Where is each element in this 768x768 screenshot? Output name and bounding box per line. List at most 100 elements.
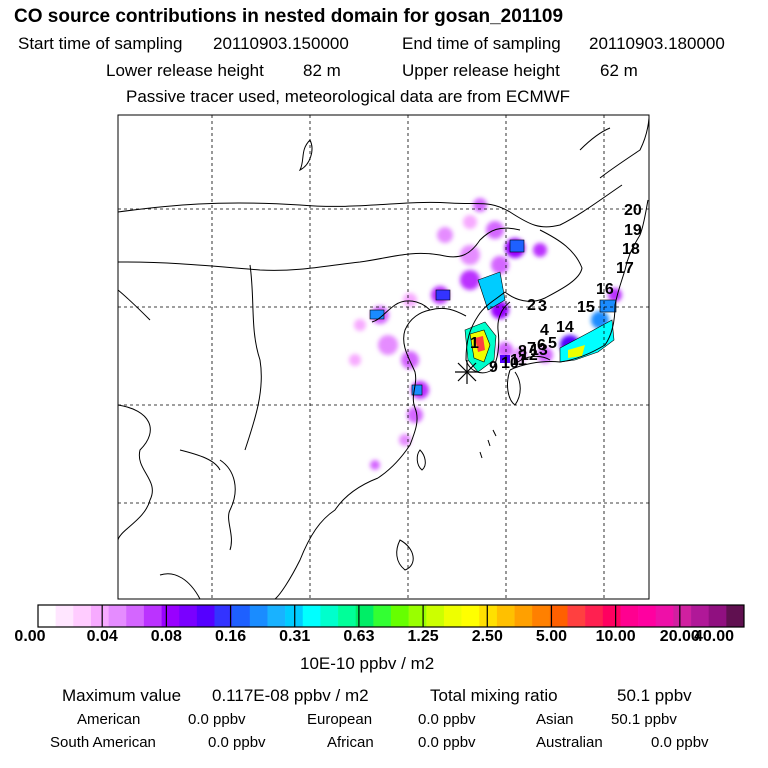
lower-height-value: 82 m	[303, 61, 341, 80]
colorbar-swatch	[479, 605, 498, 627]
region-value-south-american: 0.0 ppbv	[208, 734, 266, 751]
colorbar-swatch	[338, 605, 356, 627]
colorbar-swatch	[196, 605, 215, 627]
colorbar-swatch	[620, 605, 639, 627]
end-time-label: End time of sampling	[402, 34, 561, 53]
chart-title: CO source contributions in nested domain…	[14, 6, 564, 27]
colorbar-swatch	[232, 605, 251, 627]
colorbar-tick-label: 0.16	[214, 628, 247, 645]
colorbar-tick-label: 20.00	[659, 628, 700, 645]
trajectory-label-11: 11	[510, 352, 527, 369]
colorbar-swatch	[585, 605, 604, 627]
colorbar-swatch	[38, 605, 56, 627]
trajectory-label-16: 16	[596, 281, 614, 298]
region-value-european: 0.0 ppbv	[418, 711, 476, 728]
colorbar-tick-label: 0.31	[279, 628, 311, 645]
region-name-south-american: South American	[50, 734, 156, 751]
colorbar-swatch	[408, 605, 427, 627]
start-time-label: Start time of sampling	[18, 34, 183, 53]
colorbar-swatch	[373, 605, 392, 627]
colorbar-swatch	[567, 605, 586, 627]
colorbar-swatch	[638, 605, 657, 627]
colorbar-tick-label: 10.00	[595, 628, 636, 645]
colorbar-swatch	[549, 605, 568, 627]
trajectory-label-2: 2	[527, 297, 536, 314]
colorbar-swatch	[143, 605, 162, 627]
colorbar-swatch	[320, 605, 339, 627]
colorbar-swatch	[302, 605, 321, 627]
colorbar-swatch	[214, 605, 233, 627]
colorbar-frame	[37, 604, 745, 628]
start-time-value: 20110903.150000	[213, 34, 349, 53]
colorbar-swatch	[602, 605, 621, 627]
region-name-australian: Australian	[536, 734, 603, 751]
lat-lon-grid	[118, 115, 649, 599]
colorbar-tick-label: 40.00	[693, 628, 735, 645]
trajectory-label-8: 8	[518, 343, 527, 360]
trajectory-label-17: 17	[616, 260, 634, 277]
region-name-african: African	[327, 734, 374, 751]
region-value-australian: 0.0 ppbv	[651, 734, 709, 751]
colorbar-tick-label: 0.00	[14, 628, 46, 645]
colorbar-swatch	[514, 605, 533, 627]
colorbar-tick-label: 0.08	[150, 628, 182, 645]
colorbar-swatch	[267, 605, 286, 627]
colorbar-swatch	[179, 605, 198, 627]
trajectory-label-18: 18	[622, 241, 640, 258]
colorbar-tick-label: 0.04	[86, 628, 118, 645]
colorbar-swatch	[126, 605, 145, 627]
colorbar-swatch	[249, 605, 268, 627]
colorbar-tick-label: 5.00	[535, 628, 568, 645]
colorbar-swatch	[161, 605, 180, 627]
colorbar-swatch	[691, 605, 709, 627]
colorbar-swatch	[391, 605, 409, 627]
upper-height-label: Upper release height	[402, 61, 560, 80]
trajectory-label-1: 1	[470, 335, 479, 352]
colorbar-tick-label: 1.25	[407, 628, 439, 645]
trajectory-label-5: 5	[548, 335, 557, 352]
tracer-note: Passive tracer used, meteorological data…	[126, 87, 571, 106]
colorbar-swatch	[655, 605, 674, 627]
trajectory-label-19: 19	[624, 222, 642, 239]
end-time-value: 20110903.180000	[589, 34, 725, 53]
lower-height-label: Lower release height	[106, 61, 264, 80]
trajectory-label-3: 3	[538, 298, 547, 315]
region-value-asian: 50.1 ppbv	[611, 711, 677, 728]
map-frame	[117, 114, 650, 600]
colorbar-swatch	[443, 605, 462, 627]
colorbar-swatch	[108, 605, 127, 627]
colorbar-swatch	[726, 605, 745, 627]
colorbar	[37, 604, 745, 628]
trajectory-label-12: 12	[520, 347, 538, 364]
total-mixing-label: Total mixing ratio	[430, 686, 558, 705]
trajectory-label-4: 4	[540, 322, 549, 339]
colorbar-swatch	[673, 605, 692, 627]
trajectory-label-20: 20	[624, 202, 642, 219]
colorbar-swatch	[90, 605, 109, 627]
region-name-asian: Asian	[536, 711, 574, 728]
region-name-american: American	[77, 711, 141, 728]
region-value-american: 0.0 ppbv	[188, 711, 246, 728]
colorbar-unit: 10E-10 ppbv / m2	[300, 654, 435, 673]
region-value-african: 0.0 ppbv	[418, 734, 476, 751]
trajectory-label-15: 15	[577, 299, 595, 316]
colorbar-swatch	[708, 605, 727, 627]
colorbar-tick-label: 2.50	[471, 628, 503, 645]
colorbar-swatch	[73, 605, 92, 627]
trajectory-label-10: 10	[501, 355, 519, 372]
trajectory-label-7: 7	[527, 340, 536, 357]
upper-height-value: 62 m	[600, 61, 638, 80]
colorbar-tick-label: 0.63	[343, 628, 375, 645]
total-mixing-value: 50.1 ppbv	[617, 686, 692, 705]
trajectory-label-13: 13	[530, 342, 548, 359]
trajectory-label-9: 9	[489, 359, 498, 376]
colorbar-swatch	[532, 605, 551, 627]
colorbar-swatch	[461, 605, 480, 627]
trajectory-label-14: 14	[556, 319, 574, 336]
max-value-label: Maximum value	[62, 686, 182, 705]
colorbar-swatch	[55, 605, 74, 627]
colorbar-swatch	[426, 605, 445, 627]
coastlines	[118, 117, 649, 599]
